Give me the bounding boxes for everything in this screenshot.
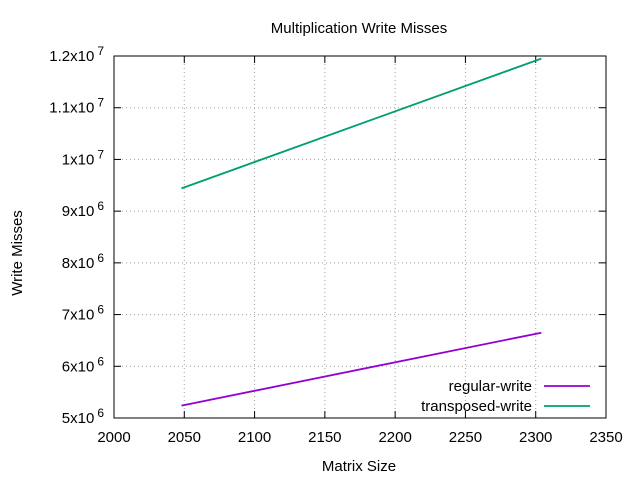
y-tick-exponent: 6: [97, 354, 104, 368]
y-tick-mantissa: 1x10: [62, 151, 95, 168]
x-tick-label: 2250: [449, 429, 482, 446]
y-tick-exponent: 6: [97, 303, 104, 317]
y-tick-exponent: 7: [97, 147, 104, 161]
y-axis-label: Write Misses: [9, 210, 26, 296]
y-tick-label: 6x10 6: [62, 354, 105, 375]
y-tick-label: 1.1x10 7: [49, 96, 104, 117]
x-tick-label: 2000: [97, 429, 130, 446]
y-tick-mantissa: 9x10: [62, 203, 95, 220]
y-tick-label: 7x10 6: [62, 303, 105, 324]
x-axis-label: Matrix Size: [322, 458, 396, 475]
y-tick-mantissa: 1.1x10: [49, 100, 94, 117]
y-tick-label: 1.2x10 7: [49, 44, 104, 65]
series-lines: [181, 57, 542, 407]
y-tick-exponent: 6: [97, 251, 104, 265]
x-tick-label: 2350: [589, 429, 622, 446]
grid-lines: [114, 56, 606, 418]
series-line-regular-write: [181, 331, 542, 407]
legend-label-transposed-write: transposed-write: [421, 398, 532, 415]
y-tick-exponent: 6: [97, 406, 104, 420]
x-tick-label: 2300: [519, 429, 552, 446]
y-tick-label: 5x10 6: [62, 406, 105, 427]
series-line-transposed-write: [181, 57, 542, 190]
y-tick-exponent: 7: [97, 96, 104, 110]
x-tick-label: 2050: [168, 429, 201, 446]
y-tick-mantissa: 5x10: [62, 410, 95, 427]
plot-border: [113, 55, 607, 419]
y-tick-mantissa: 1.2x10: [49, 48, 94, 65]
y-tick-label: 1x10 7: [62, 147, 105, 168]
y-tick-exponent: 6: [97, 199, 104, 213]
y-tick-label: 8x10 6: [62, 251, 105, 272]
x-tick-label: 2150: [308, 429, 341, 446]
y-tick-exponent: 7: [97, 44, 104, 58]
y-tick-label: 9x10 6: [62, 199, 105, 220]
y-tick-mantissa: 6x10: [62, 358, 95, 375]
y-tick-mantissa: 7x10: [62, 307, 95, 324]
legend: regular-write transposed-write: [421, 378, 590, 415]
chart-title: Multiplication Write Misses: [271, 20, 447, 37]
y-tick-mantissa: 8x10: [62, 255, 95, 272]
legend-label-regular-write: regular-write: [449, 378, 532, 395]
x-tick-label: 2200: [378, 429, 411, 446]
x-tick-label: 2100: [238, 429, 271, 446]
